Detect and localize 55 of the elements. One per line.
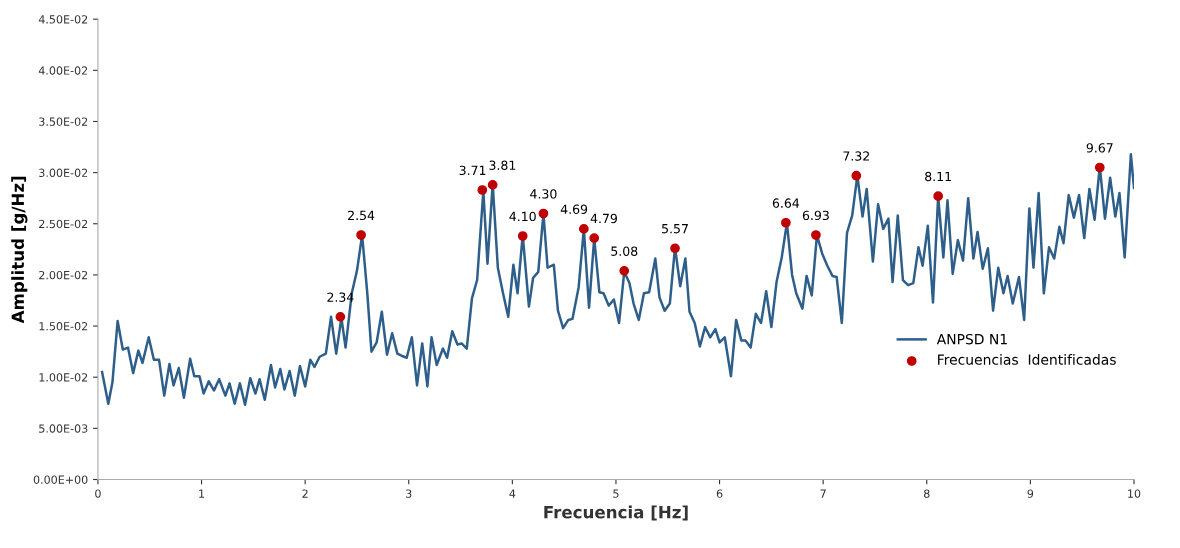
annotation: 5.08 [611,246,638,256]
y-tick-label: 0.00E+00 [33,475,88,484]
x-tick-label: 10 [1128,489,1141,498]
point [335,311,346,322]
point [670,243,680,254]
point [538,208,549,219]
point [811,230,821,240]
point [851,170,862,181]
point [356,230,366,240]
y-axis-title: Amplitud [g/Hz] [11,176,28,324]
point [1094,162,1105,173]
annotation: 2.54 [348,210,375,221]
y-tick-label: 3.00E-02 [39,168,88,177]
point [933,191,944,202]
y-tick-label: 5.00E-03 [39,424,88,433]
x-tick-label: 2 [302,489,308,498]
y-tick-label: 3.50E-02 [39,117,88,126]
x-tick-label: 9 [1027,489,1034,498]
point [578,224,589,234]
y-tick-label: 1.50E-02 [39,322,88,331]
annotation: 4.30 [530,189,557,199]
y-tick-label: 2.50E-02 [39,219,88,229]
x-tick-label: 8 [923,489,930,498]
y-tick-label: 4.50E-02 [38,15,88,24]
annotation: 7.32 [843,151,869,161]
legend-label: Frecuencias Identificadas [938,354,1116,365]
line-series [100,152,1134,407]
annotation: 6.93 [802,210,829,221]
annotation: 9.67 [1086,143,1113,153]
x-tick-label: 3 [406,489,412,498]
annotation: 8.11 [925,171,951,182]
y-tick-label: 2.00E-02 [39,270,88,280]
point [589,233,600,243]
point [517,231,528,241]
annotation: 4.79 [590,213,617,224]
y-tick-label: 4.00E-02 [38,66,88,75]
annotation: 3.71 [459,165,486,176]
annotation: 4.69 [560,204,588,214]
x-tick-label: 4 [509,489,516,498]
legend-label: ANPSD N1 [936,333,1007,345]
annotation: 5.57 [662,224,688,234]
x-tick-label: 1 [199,489,205,498]
y-tick-label: 1.00E-02 [39,373,88,382]
point [487,180,498,190]
annotation: 4.10 [509,211,536,222]
x-tick-label: 6 [716,489,723,498]
annotation: 6.64 [772,198,800,208]
point [781,217,791,228]
x-tick-label: 7 [820,489,826,498]
point [477,185,488,195]
annotation: 3.81 [489,160,516,170]
x-tick-label: 0 [95,489,101,498]
x-tick-label: 5 [613,489,619,498]
x-axis-title: Frecuencia [Hz] [544,505,688,521]
point [619,265,630,276]
